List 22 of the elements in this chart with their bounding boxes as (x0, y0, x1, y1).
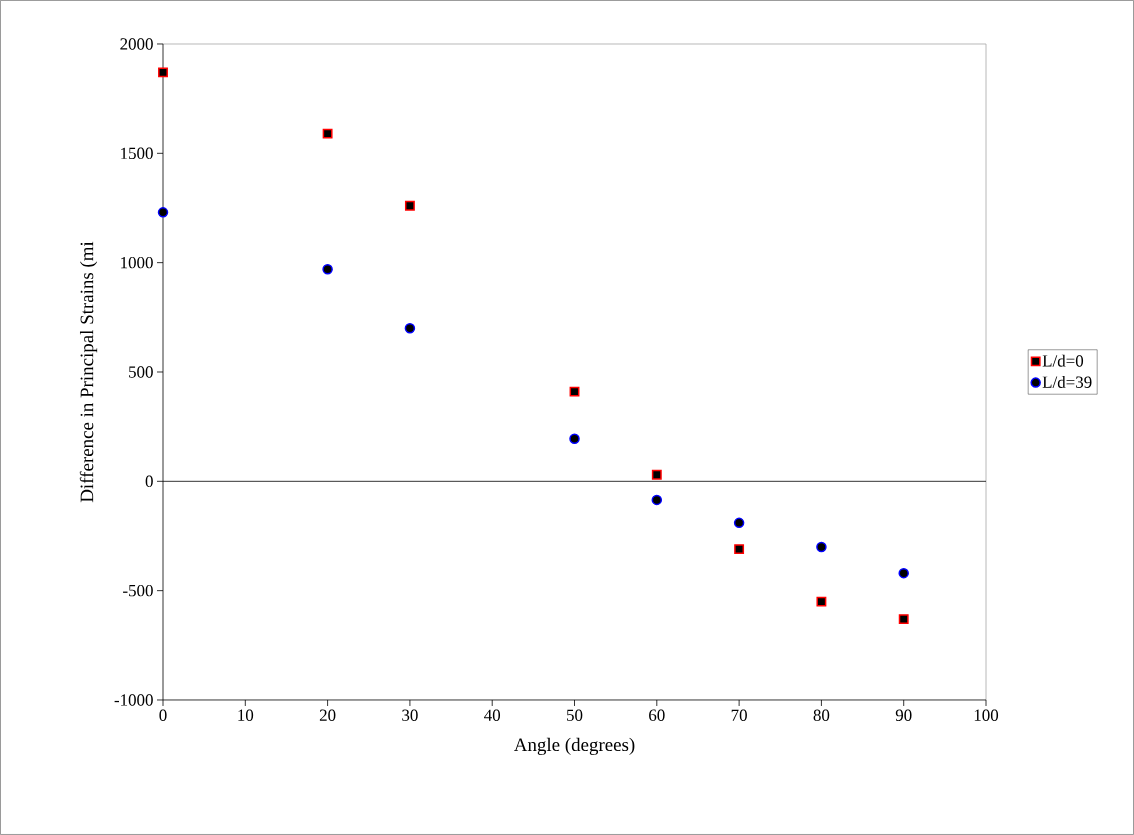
x-tick-label: 0 (159, 709, 167, 721)
y-tick-label: 1000 (121, 256, 153, 269)
x-tick-label: 90 (895, 709, 912, 721)
y-tick-label: 1500 (121, 147, 153, 160)
y-tick-label: 2000 (120, 38, 153, 50)
y-tick-label: 500 (129, 366, 153, 378)
x-tick-label: 50 (567, 709, 583, 721)
y-tick-label: 0 (145, 475, 153, 488)
x-axis-title: Angle (degrees) (514, 737, 635, 755)
legend-label: L/d=39 (1042, 375, 1092, 388)
x-tick-label: 20 (319, 709, 336, 721)
y-tick-label: -1000 (114, 694, 153, 706)
x-tick-label: 60 (649, 709, 665, 721)
x-tick-label: 10 (238, 709, 254, 721)
y-axis-title: Difference in Principal Strains (mi (79, 241, 98, 503)
x-tick-label: 30 (402, 709, 418, 721)
x-tick-label: 80 (813, 709, 830, 721)
x-tick-label: 40 (484, 709, 501, 721)
legend-label: L/d=0 (1042, 354, 1084, 367)
y-tick-label: -500 (123, 584, 153, 597)
x-tick-label: 70 (731, 709, 747, 721)
x-tick-label: 100 (974, 709, 999, 721)
